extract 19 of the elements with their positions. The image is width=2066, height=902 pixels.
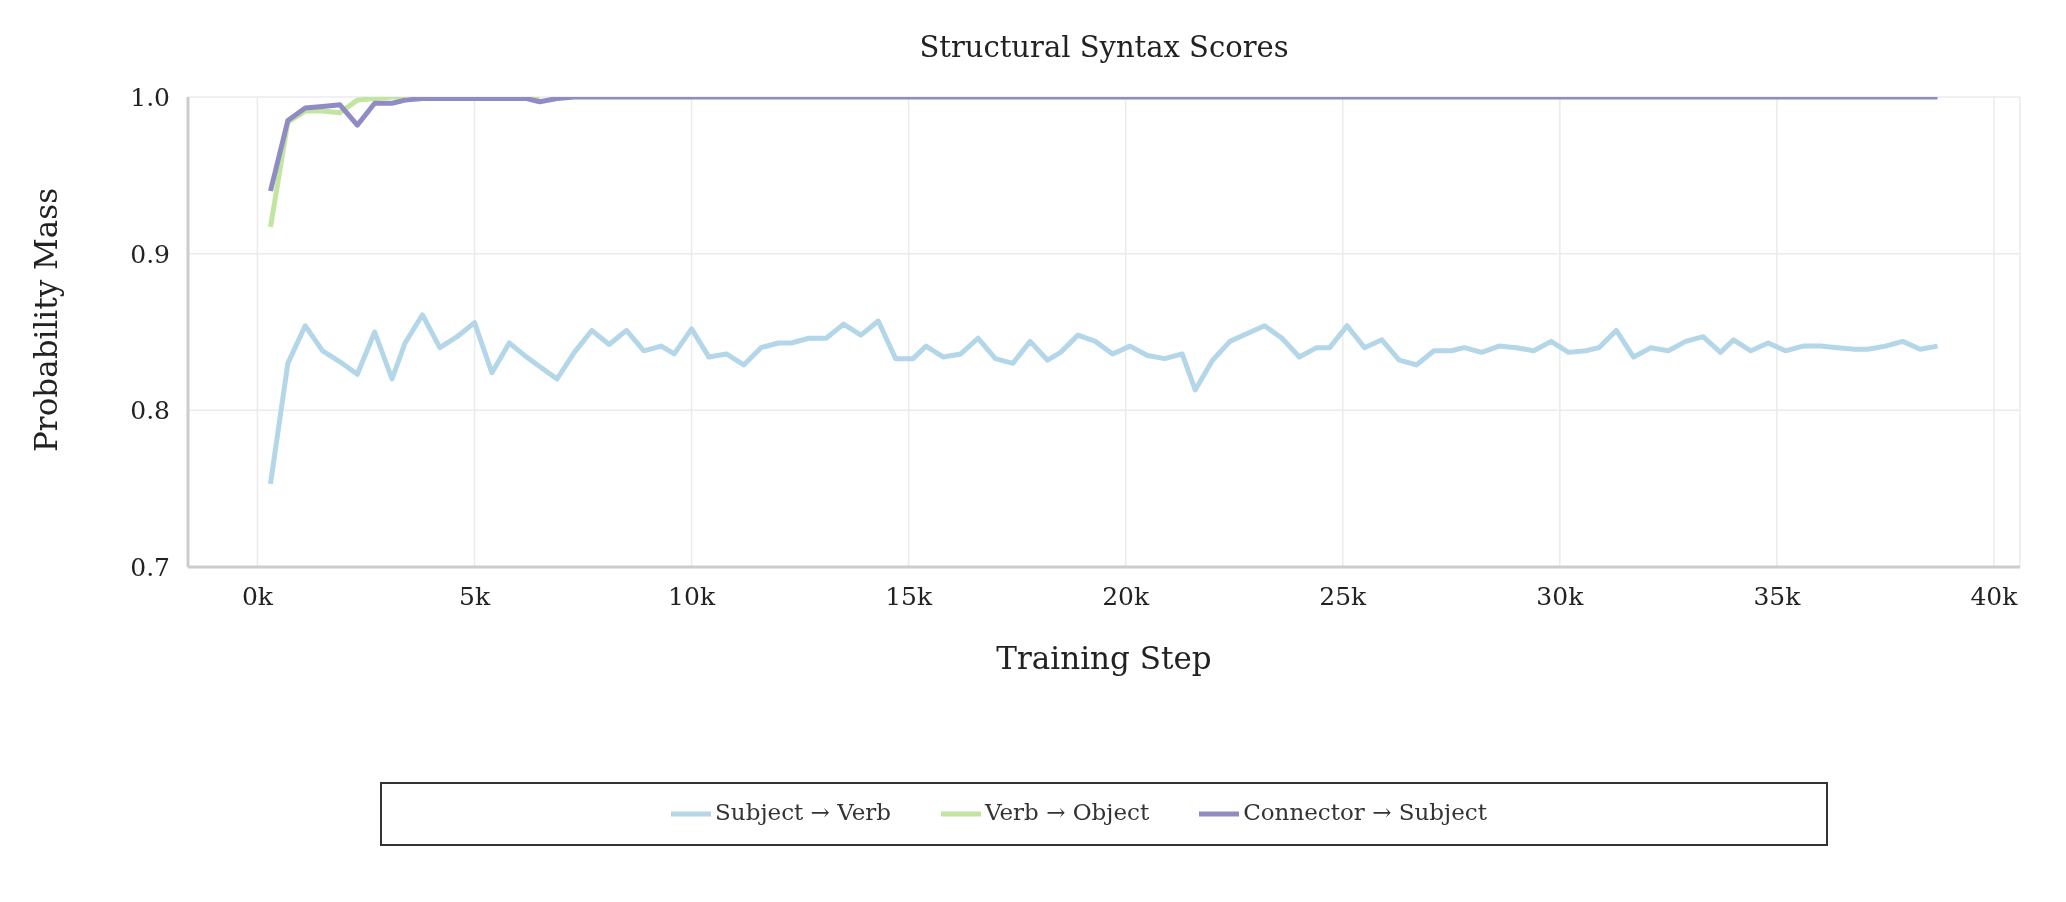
y-tick-label: 1.0 — [130, 82, 170, 112]
x-axis-title: Training Step — [996, 640, 1212, 676]
legend-label: Subject → Verb — [715, 799, 891, 825]
chart-title: Structural Syntax Scores — [918, 30, 1290, 64]
x-tick-label: 40k — [1970, 581, 2019, 611]
legend-label: Verb → Object — [985, 799, 1150, 825]
x-tick-label: 25k — [1319, 581, 1368, 611]
x-tick-label: 35k — [1753, 581, 1802, 611]
y-tick-label: 0.8 — [130, 396, 170, 426]
x-tick-label: 15k — [885, 581, 933, 611]
legend-label: Connector → Subject — [1243, 799, 1487, 825]
x-tick-label: 5k — [458, 581, 491, 611]
x-tick-label: 10k — [668, 581, 716, 611]
x-tick-label: 20k — [1102, 581, 1151, 611]
y-axis-title: Probability Mass — [28, 187, 65, 452]
y-tick-label: 0.9 — [130, 239, 170, 269]
x-tick-label: 0k — [241, 581, 274, 611]
y-tick-label: 0.7 — [130, 552, 170, 582]
x-tick-label: 30k — [1536, 581, 1585, 611]
